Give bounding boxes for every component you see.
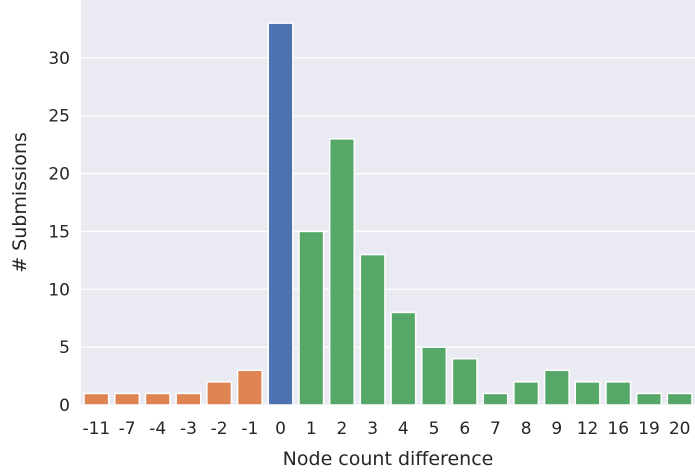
bar-7 bbox=[482, 392, 509, 406]
x-tick-label: 9 bbox=[551, 419, 562, 439]
x-tick-label: -11 bbox=[82, 419, 110, 439]
gridlines bbox=[81, 57, 695, 406]
x-tick-label: 0 bbox=[275, 419, 286, 439]
bar--7 bbox=[114, 392, 141, 406]
bar-2 bbox=[328, 138, 355, 406]
bar-20 bbox=[666, 392, 693, 406]
x-tick-label: -1 bbox=[241, 419, 258, 439]
bar--11 bbox=[83, 392, 110, 406]
x-tick-label: 20 bbox=[669, 419, 691, 439]
x-tick-label: 5 bbox=[429, 419, 440, 439]
y-tick-labels: 0 5 10 15 20 25 30 bbox=[48, 49, 70, 416]
bar--1 bbox=[236, 369, 263, 406]
x-tick-label: 16 bbox=[607, 419, 629, 439]
x-tick-label: 19 bbox=[638, 419, 660, 439]
bar-12 bbox=[574, 381, 601, 406]
x-tick-label: -2 bbox=[211, 419, 228, 439]
bar--4 bbox=[144, 392, 171, 406]
y-tick-label: 15 bbox=[48, 222, 70, 242]
x-tick-label: 12 bbox=[577, 419, 599, 439]
bar-6 bbox=[451, 357, 478, 406]
x-tick-labels: -11 -7 -4 -3 -2 -1 0 1 2 3 4 5 6 7 8 9 12 16 19 20 bbox=[82, 419, 690, 439]
y-tick-label: 10 bbox=[48, 280, 70, 300]
bar-1 bbox=[298, 230, 325, 406]
bar--3 bbox=[175, 392, 202, 406]
y-tick-label: 30 bbox=[48, 49, 70, 69]
x-tick-label: 4 bbox=[398, 419, 409, 439]
bar-4 bbox=[390, 311, 417, 406]
x-tick-label: 7 bbox=[490, 419, 501, 439]
y-tick-label: 5 bbox=[59, 338, 70, 358]
bar-3 bbox=[359, 253, 386, 406]
bars bbox=[83, 22, 693, 406]
x-tick-label: 1 bbox=[306, 419, 317, 439]
x-tick-label: -7 bbox=[119, 419, 136, 439]
x-tick-label: 8 bbox=[521, 419, 532, 439]
bar-0 bbox=[267, 22, 294, 406]
bar-8 bbox=[513, 381, 540, 406]
y-tick-label: 0 bbox=[59, 396, 70, 416]
plot-area bbox=[81, 0, 695, 405]
x-axis-label: Node count difference bbox=[283, 448, 494, 470]
bar-16 bbox=[605, 381, 632, 406]
bar--2 bbox=[206, 381, 233, 406]
y-tick-label: 25 bbox=[48, 107, 70, 127]
bar-9 bbox=[543, 369, 570, 406]
x-tick-label: 3 bbox=[367, 419, 378, 439]
bar-19 bbox=[635, 392, 662, 406]
y-axis-label: # Submissions bbox=[9, 132, 31, 273]
x-tick-label: 6 bbox=[459, 419, 470, 439]
y-tick-label: 20 bbox=[48, 165, 70, 185]
x-tick-label: -4 bbox=[149, 419, 166, 439]
x-tick-label: -3 bbox=[180, 419, 197, 439]
bar-5 bbox=[421, 346, 448, 406]
x-tick-label: 2 bbox=[337, 419, 348, 439]
